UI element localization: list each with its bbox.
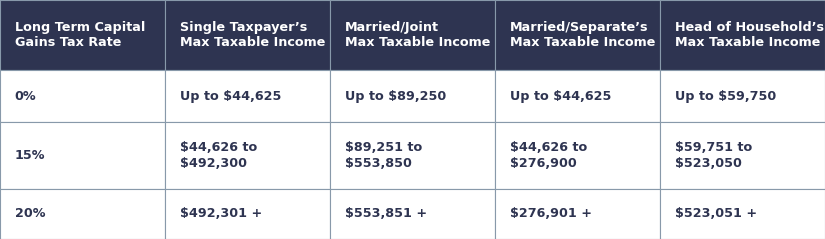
Text: Up to $44,625: Up to $44,625	[510, 90, 611, 103]
Text: Long Term Capital
Gains Tax Rate: Long Term Capital Gains Tax Rate	[15, 21, 145, 49]
Bar	[0, 0, 165, 70]
Text: Married/Separate’s
Max Taxable Income: Married/Separate’s Max Taxable Income	[510, 21, 655, 49]
Bar	[495, 189, 660, 239]
Text: Head of Household’s
Max Taxable Income: Head of Household’s Max Taxable Income	[675, 21, 824, 49]
Text: 20%: 20%	[15, 207, 45, 220]
Text: Single Taxpayer’s
Max Taxable Income: Single Taxpayer’s Max Taxable Income	[180, 21, 325, 49]
Bar	[495, 70, 660, 122]
Bar	[0, 70, 165, 122]
Text: $44,626 to
$492,300: $44,626 to $492,300	[180, 141, 257, 170]
Text: $44,626 to
$276,900: $44,626 to $276,900	[510, 141, 587, 170]
Bar	[330, 70, 495, 122]
Bar	[165, 189, 330, 239]
Bar	[660, 189, 825, 239]
Text: 0%: 0%	[15, 90, 36, 103]
Text: Up to $44,625: Up to $44,625	[180, 90, 281, 103]
Bar	[0, 122, 165, 189]
Text: Up to $59,750: Up to $59,750	[675, 90, 776, 103]
Text: $492,301 +: $492,301 +	[180, 207, 262, 220]
Text: $276,901 +: $276,901 +	[510, 207, 592, 220]
Bar	[165, 70, 330, 122]
Text: 15%: 15%	[15, 149, 45, 162]
Text: $553,851 +: $553,851 +	[345, 207, 427, 220]
Bar	[495, 122, 660, 189]
Bar	[0, 189, 165, 239]
Text: $59,751 to
$523,050: $59,751 to $523,050	[675, 141, 752, 170]
Bar	[330, 122, 495, 189]
Bar	[495, 0, 660, 70]
Bar	[660, 122, 825, 189]
Text: $89,251 to
$553,850: $89,251 to $553,850	[345, 141, 422, 170]
Text: Up to $89,250: Up to $89,250	[345, 90, 446, 103]
Text: $523,051 +: $523,051 +	[675, 207, 757, 220]
Text: Married/Joint
Max Taxable Income: Married/Joint Max Taxable Income	[345, 21, 490, 49]
Bar	[330, 0, 495, 70]
Bar	[660, 0, 825, 70]
Bar	[660, 70, 825, 122]
Bar	[165, 122, 330, 189]
Bar	[165, 0, 330, 70]
Bar	[330, 189, 495, 239]
